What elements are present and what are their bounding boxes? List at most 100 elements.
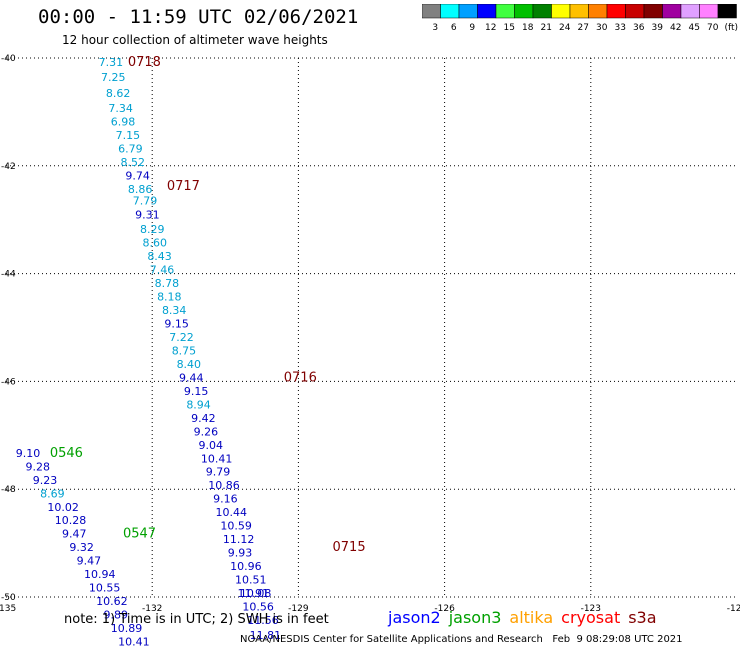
swh-value: 6.98 (111, 115, 136, 128)
swh-value: 6.79 (118, 142, 143, 155)
swh-value: 10.86 (208, 479, 240, 492)
scale-label: 15 (504, 23, 515, 33)
x-tick-label: -135 (0, 604, 16, 614)
scale-label: 45 (689, 23, 700, 33)
swh-value: 9.79 (206, 466, 231, 479)
swh-value: 10.55 (89, 582, 121, 595)
swh-value: 9.15 (184, 385, 209, 398)
swh-value: 8.18 (157, 291, 182, 304)
y-tick-label: -46 (1, 377, 16, 387)
y-tick-label: -40 (1, 54, 16, 64)
swh-value: 8.62 (106, 87, 131, 100)
y-tick-label: -44 (1, 270, 16, 280)
scale-label: 39 (652, 23, 664, 33)
swh-value: 9.44 (179, 371, 204, 384)
scale-label: 30 (596, 23, 608, 33)
y-tick-label: -48 (1, 485, 16, 495)
swh-value: 10.89 (111, 622, 143, 635)
scale-label: 9 (469, 23, 475, 33)
scale-label: 70 (707, 23, 719, 33)
swh-value: 8.75 (172, 344, 197, 357)
legend-jason2: jason2 (388, 608, 441, 627)
swh-value: 9.10 (16, 447, 41, 460)
legend-jason3: jason3 (448, 608, 502, 627)
axis-tick-labels: -135 -132 -129 -126 -123 -120 -40 -42 -44 -46 -48 -… (0, 54, 740, 614)
swh-value: 7.22 (169, 331, 194, 344)
pass-time-label: 0547 (123, 527, 156, 542)
swh-value: 9.74 (125, 169, 150, 182)
chart-title: 00:00 - 11:59 UTC 02/06/2021 (38, 6, 359, 28)
scale-label: 6 (451, 23, 457, 33)
credit-line: NOAA/NESDIS Center for Satellite Applica… (240, 634, 683, 645)
swh-value: 7.79 (133, 195, 158, 208)
swh-value: 8.52 (121, 156, 146, 169)
scale-label: 27 (578, 23, 589, 33)
swh-value: 10.44 (216, 506, 248, 519)
swh-value: 9.31 (135, 209, 160, 222)
swh-value: 9.15 (164, 318, 189, 331)
swh-value: 7.31 (99, 56, 124, 69)
swh-value: 7.15 (116, 129, 140, 142)
scale-label: 24 (559, 23, 571, 33)
swh-value: 11.05 (125, 649, 157, 650)
swh-value: 7.25 (101, 71, 126, 84)
pass-time-labels: 0718 0717 0716 0546 0547 0715 (50, 55, 366, 555)
swh-value: 10.62 (96, 595, 128, 608)
swh-value: 9.23 (33, 474, 58, 487)
swh-value: 7.46 (150, 264, 175, 277)
swh-value: 9.16 (213, 493, 238, 506)
swh-value: 9.47 (77, 555, 102, 568)
pass-time-label: 0546 (50, 446, 83, 461)
x-tick-label: -129 (288, 604, 309, 614)
color-scale: 3 6 9 12 15 18 21 24 27 30 33 36 39 42 45 70 (ft) (422, 4, 738, 33)
swh-value: 11.81 (250, 629, 282, 642)
swh-value: 8.29 (140, 223, 165, 236)
x-tick-label: -132 (142, 604, 162, 614)
swh-value: 8.86 (128, 183, 153, 196)
swh-value: 8.60 (142, 237, 167, 250)
legend-cryosat: cryosat (561, 608, 621, 627)
swh-value: 9.89 (103, 609, 128, 622)
scale-swatch (717, 4, 737, 19)
swh-value: 9.42 (191, 412, 216, 425)
swh-values: 7.31 7.25 8.62 7.346.987.156.798.529.748.86… (16, 56, 281, 650)
x-tick-label: -126 (434, 604, 455, 614)
pass-time-label: 0716 (284, 370, 317, 385)
units-note: note: 1) Time is in UTC; 2) SWH is in fe… (64, 612, 329, 627)
swh-value: 10.56 (242, 600, 274, 613)
x-tick-label: -123 (581, 604, 601, 614)
swh-value: 8.34 (162, 304, 187, 317)
scale-label: (ft) (724, 23, 738, 33)
scale-label: 42 (670, 23, 681, 33)
satellite-legend: jason2 jason3 altika cryosat s3a (388, 608, 665, 627)
swh-value: 10.02 (47, 501, 79, 514)
swh-value: 10.41 (118, 636, 150, 649)
swh-value: 9.47 (62, 528, 87, 541)
pass-time-label: 0715 (333, 540, 366, 555)
swh-value: 9.32 (69, 541, 94, 554)
swh-value: 8.69 (40, 487, 65, 500)
swh-value: 10.59 (220, 520, 252, 533)
legend-s3a: s3a (628, 608, 657, 627)
swh-value: 9.04 (198, 439, 223, 452)
swh-value: 8.94 (186, 398, 211, 411)
swh-value: 11.91 (237, 587, 269, 600)
swh-value: 10.08 (240, 587, 271, 600)
swh-value: 7.34 (108, 102, 133, 115)
scale-label: 12 (485, 23, 496, 33)
chart-subtitle: 12 hour collection of altimeter wave hei… (62, 33, 328, 47)
swh-value: 9.93 (228, 547, 253, 560)
swh-value: 10.96 (230, 560, 262, 573)
swh-value: 10.94 (84, 568, 116, 581)
swh-value: 8.40 (177, 358, 202, 371)
swh-value: 11.56 (247, 614, 278, 627)
swh-value: 9.26 (194, 425, 219, 438)
legend-altika: altika (509, 608, 554, 627)
pass-time-label: 0717 (167, 179, 200, 194)
y-tick-label: -42 (1, 162, 16, 172)
swh-value: 10.28 (55, 514, 87, 527)
scale-label: 18 (522, 23, 534, 33)
pass-time-label: 0718 (128, 55, 161, 70)
swh-value: 8.78 (155, 277, 180, 290)
